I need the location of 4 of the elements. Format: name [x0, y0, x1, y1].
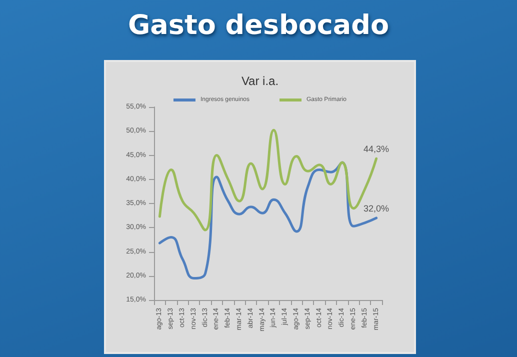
chart-title: Gasto desbocado	[127, 10, 390, 41]
data-label: 32,0%	[364, 203, 390, 214]
chart-subtitle: Var i.a.	[241, 74, 279, 88]
data-label: 44,3%	[364, 144, 390, 154]
